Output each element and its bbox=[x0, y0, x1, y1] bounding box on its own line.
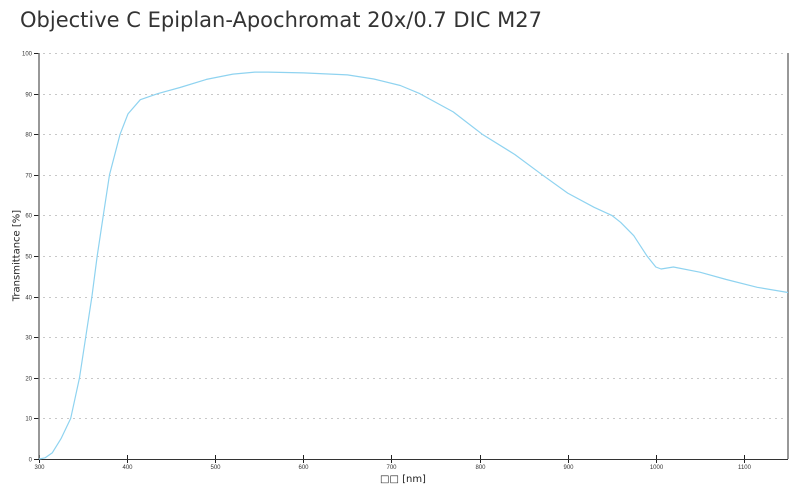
transmittance-line bbox=[38, 71, 789, 460]
y-tick-label: 10 bbox=[25, 417, 32, 423]
x-tick-label: 300 bbox=[34, 465, 45, 471]
axes: 0 10 20 30 40 50 60 70 80 90 100 300 400 500 600 700 800… bbox=[22, 52, 789, 471]
x-tick-label: 1000 bbox=[650, 465, 664, 471]
y-tick-label: 60 bbox=[25, 214, 32, 220]
grid-lines bbox=[43, 53, 786, 419]
y-tick-label: 40 bbox=[25, 296, 32, 302]
x-tick-label: 1100 bbox=[738, 465, 752, 471]
y-tick-label: 90 bbox=[25, 93, 32, 99]
chart-title: Objective C Epiplan-Apochromat 20x/0.7 D… bbox=[20, 8, 542, 32]
y-tick-label: 70 bbox=[25, 174, 32, 180]
x-tick-label: 400 bbox=[122, 465, 133, 471]
x-axis-label: □□ [nm] bbox=[380, 474, 426, 485]
x-tick-label: 600 bbox=[298, 465, 309, 471]
x-tick-label: 500 bbox=[210, 465, 221, 471]
x-tick-label: 900 bbox=[563, 465, 574, 471]
y-tick-label: 100 bbox=[22, 52, 33, 58]
y-tick-label: 20 bbox=[25, 377, 32, 383]
y-tick-label: 80 bbox=[25, 133, 32, 139]
y-tick-label: 0 bbox=[29, 458, 33, 464]
x-tick-label: 800 bbox=[475, 465, 486, 471]
data-series bbox=[38, 71, 789, 460]
x-tick-label: 700 bbox=[386, 465, 397, 471]
y-tick-label: 50 bbox=[25, 255, 32, 261]
y-tick-label: 30 bbox=[25, 336, 32, 342]
